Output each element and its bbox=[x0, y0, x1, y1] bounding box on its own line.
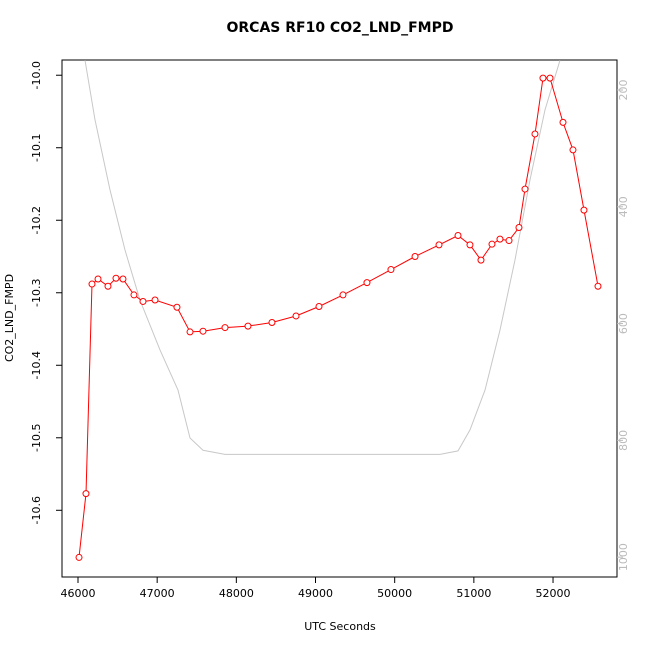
y-tick-label: -10.0 bbox=[30, 61, 43, 89]
y2-tick-label: 1000 bbox=[617, 543, 630, 571]
y-tick-label: -10.5 bbox=[30, 424, 43, 452]
data-point bbox=[594, 282, 602, 290]
data-point bbox=[173, 303, 181, 311]
data-point bbox=[268, 318, 276, 326]
data-point bbox=[435, 241, 443, 249]
data-point bbox=[339, 291, 347, 299]
data-point bbox=[88, 280, 96, 288]
y-tick-label: -10.4 bbox=[30, 351, 43, 379]
y-axis-label: CO2_LND_FMPD bbox=[3, 274, 16, 362]
data-point bbox=[505, 237, 513, 245]
data-point bbox=[477, 256, 485, 264]
data-point bbox=[112, 274, 120, 282]
x-tick-label: 46000 bbox=[60, 587, 95, 600]
data-point bbox=[580, 206, 588, 214]
data-point bbox=[139, 297, 147, 305]
x-tick-label: 52000 bbox=[536, 587, 571, 600]
y-tick-label: -10.1 bbox=[30, 134, 43, 162]
data-point bbox=[151, 296, 159, 304]
data-point bbox=[75, 553, 83, 561]
data-point bbox=[221, 324, 229, 332]
data-point bbox=[199, 327, 207, 335]
plot-frame bbox=[61, 59, 618, 578]
y-tick-label: -10.3 bbox=[30, 279, 43, 307]
y2-tick-label: 200 bbox=[617, 80, 630, 101]
y-tick-label: -10.2 bbox=[30, 206, 43, 234]
data-point bbox=[466, 241, 474, 249]
y2-tick-label: 400 bbox=[617, 196, 630, 217]
x-tick-label: 49000 bbox=[298, 587, 333, 600]
data-point bbox=[515, 223, 523, 231]
data-point bbox=[104, 282, 112, 290]
series-line bbox=[84, 60, 561, 455]
y2-tick-label: 800 bbox=[617, 430, 630, 451]
data-point bbox=[130, 291, 138, 299]
data-point bbox=[546, 74, 554, 82]
x-tick-label: 47000 bbox=[140, 587, 175, 600]
data-point bbox=[94, 275, 102, 283]
data-point bbox=[411, 253, 419, 261]
data-point bbox=[244, 322, 252, 330]
data-point bbox=[521, 185, 529, 193]
data-point bbox=[488, 240, 496, 248]
data-point bbox=[539, 74, 547, 82]
data-point bbox=[387, 266, 395, 274]
x-axis-label: UTC Seconds bbox=[304, 620, 376, 633]
series-line bbox=[78, 77, 599, 558]
data-point bbox=[496, 235, 504, 243]
data-point bbox=[454, 231, 462, 239]
y2-tick-label: 600 bbox=[617, 313, 630, 334]
data-point bbox=[292, 312, 300, 320]
data-point bbox=[186, 328, 194, 336]
chart-title: ORCAS RF10 CO2_LND_FMPD bbox=[226, 20, 453, 36]
x-tick-label: 48000 bbox=[219, 587, 254, 600]
x-tick-label: 51000 bbox=[456, 587, 491, 600]
data-point bbox=[531, 130, 539, 138]
y-tick-label: -10.6 bbox=[30, 496, 43, 524]
x-tick-label: 50000 bbox=[377, 587, 412, 600]
data-point bbox=[559, 118, 567, 126]
data-point bbox=[119, 275, 127, 283]
data-point bbox=[363, 279, 371, 287]
data-point bbox=[82, 490, 90, 498]
data-point bbox=[569, 146, 577, 154]
data-point bbox=[315, 303, 323, 311]
